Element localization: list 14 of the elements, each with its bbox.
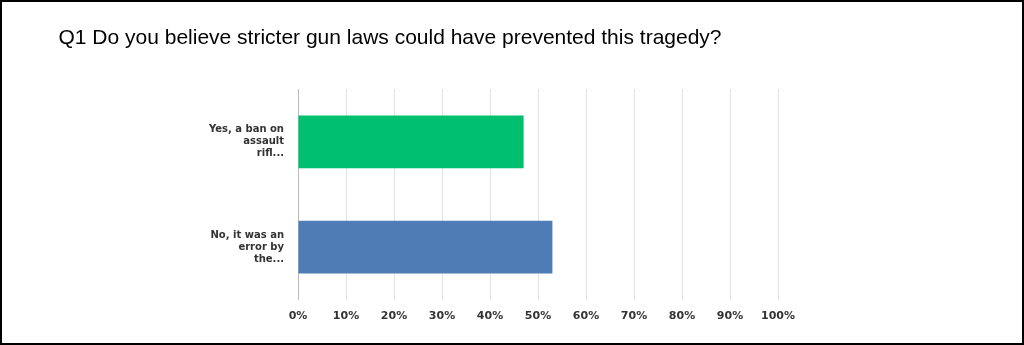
x-tick-label: 10% (332, 309, 360, 323)
x-tick-label: 70% (620, 309, 648, 323)
x-tick-label: 0% (288, 309, 308, 323)
x-tick-label: 90% (716, 309, 744, 323)
y-tick-label: No, it was an error by the... (210, 228, 285, 264)
x-tick-label: 30% (428, 309, 456, 323)
x-tick-label: 100% (761, 309, 795, 323)
x-tick-label: 60% (572, 309, 600, 323)
x-tick-label: 40% (476, 309, 504, 323)
x-tick-label: 80% (668, 309, 696, 323)
x-tick-label: 50% (524, 309, 552, 323)
y-tick-label: Yes, a ban on assault rifl... (207, 123, 285, 159)
chart-title: Q1 Do you believe stricter gun laws could have prevented this tragedy? (58, 25, 722, 49)
x-tick-label: 20% (380, 309, 408, 323)
